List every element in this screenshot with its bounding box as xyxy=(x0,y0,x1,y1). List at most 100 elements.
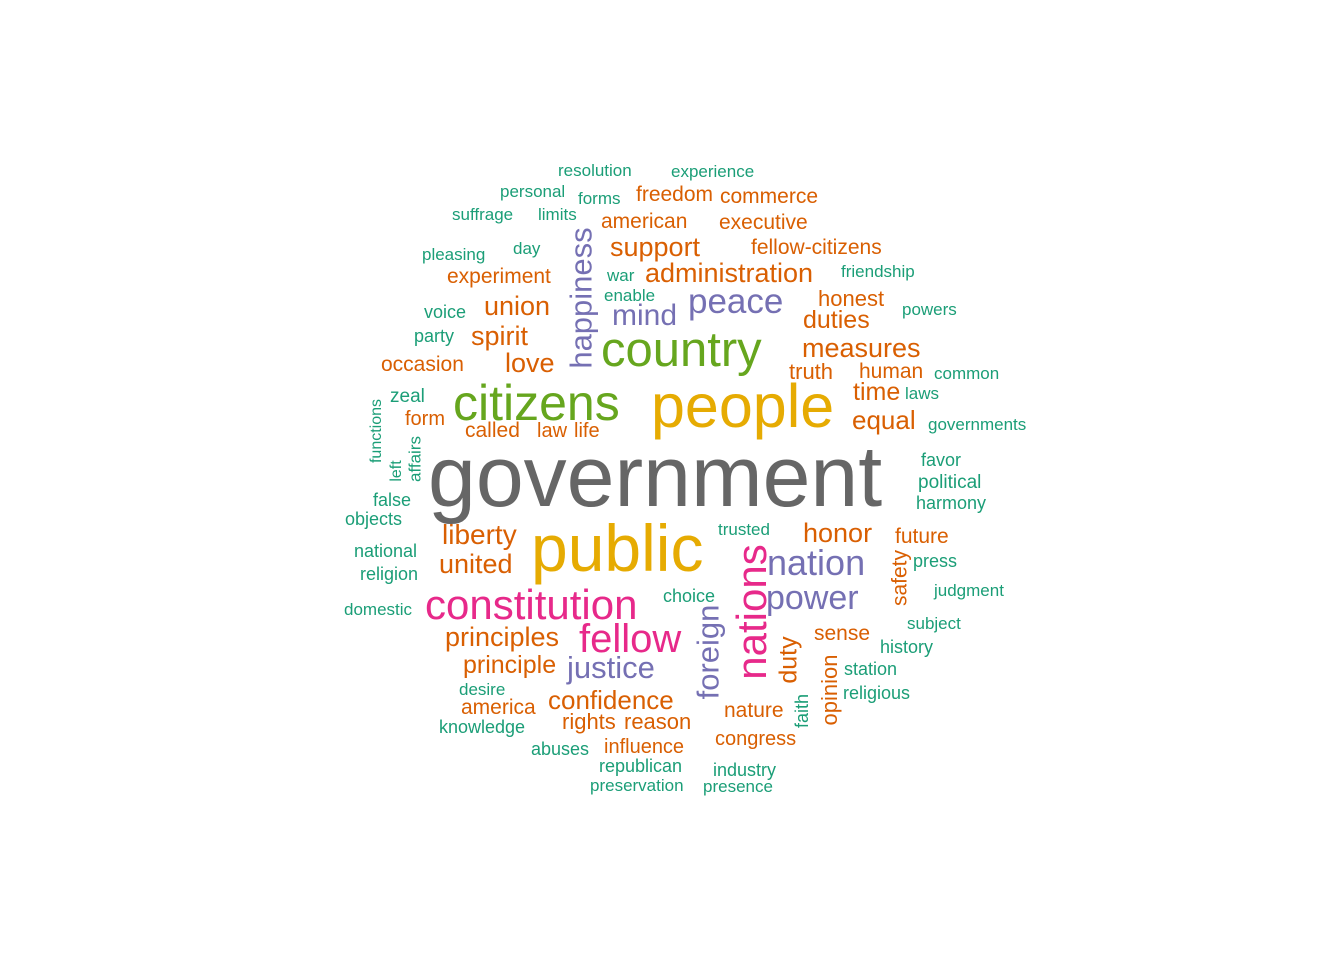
word-personal: personal xyxy=(500,182,566,201)
word-faith: faith xyxy=(792,693,812,729)
word-judgment: judgment xyxy=(934,581,1004,600)
word-day: day xyxy=(513,239,541,258)
word-spirit: spirit xyxy=(471,321,529,351)
word-left: left xyxy=(388,460,405,482)
word-war: war xyxy=(607,266,635,285)
word-fellow: fellow xyxy=(579,617,682,661)
word-principle: principle xyxy=(463,651,557,679)
word-commerce: commerce xyxy=(720,185,819,208)
word-common: common xyxy=(934,364,1000,383)
word-country: country xyxy=(601,323,762,377)
word-false: false xyxy=(373,490,412,510)
word-knowledge: knowledge xyxy=(439,717,526,737)
word-religious: religious xyxy=(843,683,911,703)
word-laws: laws xyxy=(905,384,940,403)
word-suffrage: suffrage xyxy=(452,205,514,224)
word-freedom: freedom xyxy=(636,183,714,206)
word-mind: mind xyxy=(612,299,678,332)
word-experience: experience xyxy=(671,162,755,181)
word-union: union xyxy=(484,291,551,321)
word-abuses: abuses xyxy=(531,739,590,759)
word-political: political xyxy=(918,472,982,493)
word-voice: voice xyxy=(424,302,467,322)
word-national: national xyxy=(354,541,418,561)
word-honor: honor xyxy=(803,518,873,548)
word-desire: desire xyxy=(459,680,506,699)
word-enable: enable xyxy=(604,286,656,305)
word-resolution: resolution xyxy=(558,161,632,180)
word-powers: powers xyxy=(902,300,957,319)
word-time: time xyxy=(853,378,901,406)
word-station: station xyxy=(844,659,898,679)
word-religion: religion xyxy=(360,564,419,584)
word-power: power xyxy=(766,579,859,617)
word-citizens: citizens xyxy=(453,375,620,431)
word-people: people xyxy=(651,372,835,440)
word-choice: choice xyxy=(663,586,716,606)
word-love: love xyxy=(505,348,555,378)
word-trusted: trusted xyxy=(718,520,770,539)
word-equal: equal xyxy=(852,405,916,435)
word-american: american xyxy=(601,210,688,233)
word-america: america xyxy=(461,696,536,719)
word-pleasing: pleasing xyxy=(422,245,486,264)
word-constitution: constitution xyxy=(425,581,638,628)
word-executive: executive xyxy=(719,211,808,234)
word-justice: justice xyxy=(567,650,655,685)
word-favor: favor xyxy=(921,450,962,470)
word-confidence: confidence xyxy=(548,685,674,715)
word-domestic: domestic xyxy=(344,600,413,619)
word-forms: forms xyxy=(578,189,621,208)
word-duty: duty xyxy=(774,636,803,684)
word-life: life xyxy=(574,420,600,442)
word-press: press xyxy=(913,551,958,571)
word-opinion: opinion xyxy=(817,654,842,726)
word-liberty: liberty xyxy=(442,519,517,550)
word-law: law xyxy=(537,420,568,442)
word-human: human xyxy=(859,360,924,383)
word-called: called xyxy=(465,419,520,442)
word-presence: presence xyxy=(703,777,773,796)
word-history: history xyxy=(880,637,934,657)
word-experiment: experiment xyxy=(447,265,551,288)
word-measures: measures xyxy=(802,333,921,363)
word-harmony: harmony xyxy=(916,493,987,513)
word-united: united xyxy=(439,549,513,579)
word-rights: rights xyxy=(562,709,616,734)
word-administration: administration xyxy=(645,258,814,288)
word-congress: congress xyxy=(715,728,797,750)
word-objects: objects xyxy=(345,509,403,529)
word-peace: peace xyxy=(688,282,784,321)
word-duties: duties xyxy=(803,306,870,334)
word-safety: safety xyxy=(888,549,912,607)
word-industry: industry xyxy=(713,760,777,780)
word-fellow-citizens: fellow-citizens xyxy=(751,236,882,259)
word-reason: reason xyxy=(624,709,692,734)
word-nation: nation xyxy=(767,542,866,583)
word-truth: truth xyxy=(789,359,834,384)
word-occasion: occasion xyxy=(381,353,464,376)
word-nature: nature xyxy=(724,699,784,722)
word-support: support xyxy=(610,232,701,262)
word-sense: sense xyxy=(814,622,871,645)
word-foreign: foreign xyxy=(690,604,726,700)
word-subject: subject xyxy=(907,614,961,633)
word-affairs: affairs xyxy=(405,436,425,482)
word-government: government xyxy=(428,429,883,525)
word-friendship: friendship xyxy=(841,262,915,281)
word-honest: honest xyxy=(818,286,885,311)
word-party: party xyxy=(414,326,455,346)
word-functions: functions xyxy=(368,398,385,464)
word-zeal: zeal xyxy=(390,386,425,407)
word-republican: republican xyxy=(599,756,683,776)
word-public: public xyxy=(531,511,704,585)
word-governments: governments xyxy=(928,415,1027,434)
word-happiness: happiness xyxy=(563,227,599,369)
word-preservation: preservation xyxy=(590,776,684,795)
word-limits: limits xyxy=(538,205,577,224)
word-influence: influence xyxy=(604,736,685,758)
word-future: future xyxy=(895,525,949,548)
word-principles: principles xyxy=(445,622,560,652)
word-form: form xyxy=(405,408,445,430)
